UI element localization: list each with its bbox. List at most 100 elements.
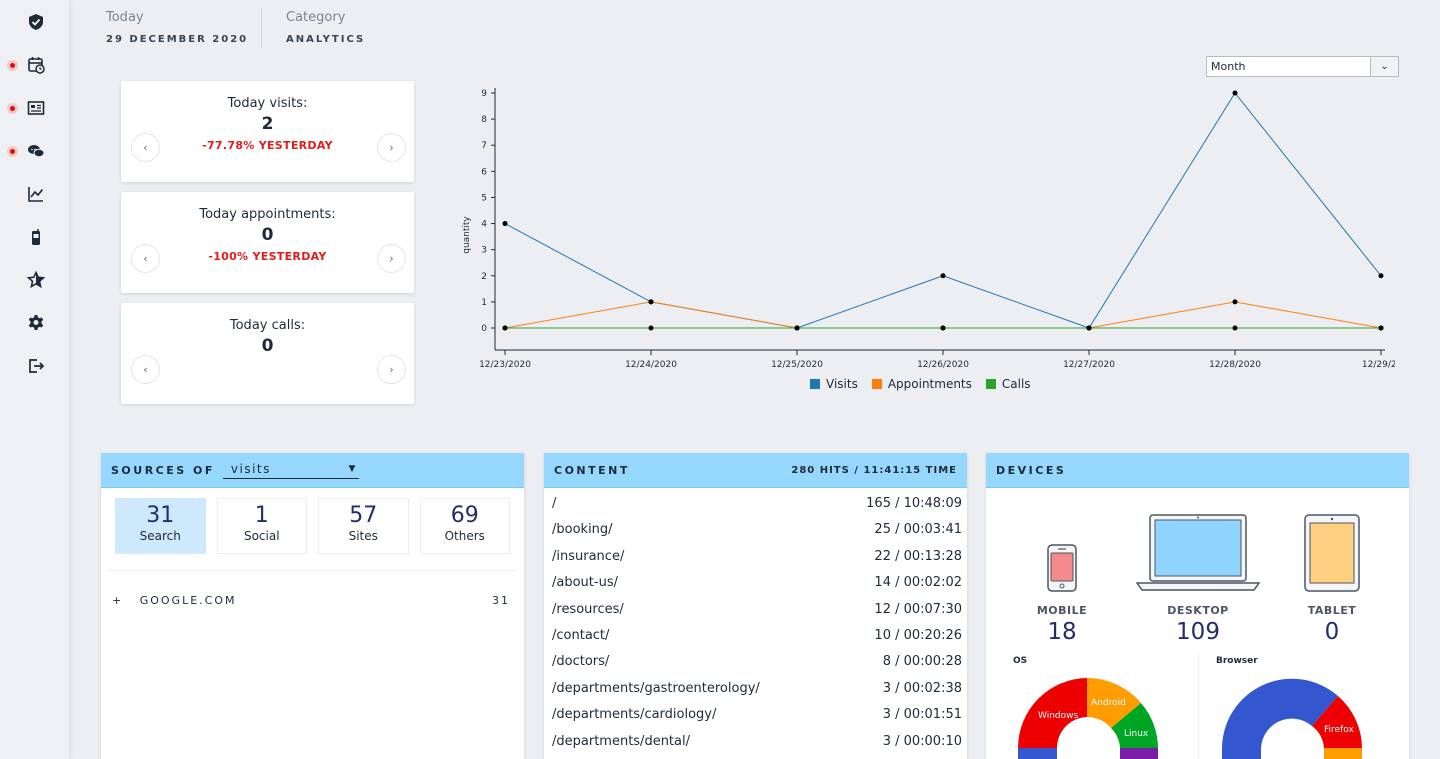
y-tick-label: 8 bbox=[481, 115, 487, 125]
shield-check-icon bbox=[29, 14, 43, 30]
stat-label: Today appointments: bbox=[199, 207, 336, 222]
content-row[interactable]: /departments/cardiology/3 / 00:01:51 bbox=[552, 707, 962, 733]
date-label: Today bbox=[106, 10, 144, 25]
period-select-value: Month bbox=[1211, 60, 1246, 73]
sources-header: SOURCES OF visits ▼ bbox=[101, 453, 524, 488]
source-box-sites[interactable]: 57 Sites bbox=[318, 498, 409, 554]
x-tick-label: 12/24/2020 bbox=[625, 360, 677, 370]
source-box-others[interactable]: 69 Others bbox=[419, 498, 510, 554]
legend-label: Calls bbox=[1001, 377, 1031, 391]
content-row[interactable]: /departments/gastroenterology/3 / 00:02:… bbox=[552, 681, 962, 707]
content-path: /booking/ bbox=[552, 522, 613, 538]
content-path: /departments/cardiology/ bbox=[552, 707, 717, 723]
legend-item-appointments[interactable]: Appointments bbox=[871, 377, 972, 391]
stat-change: -77.78% YESTERDAY bbox=[202, 139, 333, 152]
data-point-visits[interactable] bbox=[1378, 273, 1384, 279]
sources-type-value: visits bbox=[230, 462, 271, 476]
content-row[interactable]: /doctors/8 / 00:00:28 bbox=[552, 654, 962, 680]
sidebar-item-logout[interactable] bbox=[0, 351, 70, 381]
content-row[interactable]: / 165 / 10:48:09 bbox=[552, 496, 962, 522]
category-label: Category bbox=[286, 10, 346, 25]
sources-type-select[interactable]: visits ▼ bbox=[222, 461, 359, 479]
sidebar-item-analytics[interactable] bbox=[0, 179, 70, 209]
browser-slice[interactable] bbox=[1324, 748, 1362, 759]
sidebar-item-reviews[interactable] bbox=[0, 265, 70, 295]
legend-item-calls[interactable]: Calls bbox=[985, 377, 1031, 391]
data-point-visits[interactable] bbox=[1232, 90, 1238, 96]
laptop-icon bbox=[1135, 514, 1261, 591]
os-slice-android[interactable] bbox=[1087, 677, 1141, 728]
data-point-calls[interactable] bbox=[1232, 325, 1238, 331]
os-slice-other[interactable] bbox=[1018, 748, 1057, 759]
devices-panel: DEVICES MOBILE 18 DESKTOP 109 TABLET 0 O… bbox=[986, 453, 1409, 759]
visits-card: Today visits: 2 -77.78% YESTERDAY ‹ › bbox=[121, 81, 414, 182]
data-point-visits[interactable] bbox=[502, 221, 508, 227]
browser-slice-firefox[interactable] bbox=[1312, 696, 1362, 748]
data-point-calls[interactable] bbox=[1086, 325, 1092, 331]
browser-slice[interactable] bbox=[1222, 748, 1261, 759]
data-point-calls[interactable] bbox=[794, 325, 800, 331]
stat-value: 2 bbox=[261, 114, 274, 134]
next-button[interactable]: › bbox=[377, 133, 406, 162]
data-point-appointments[interactable] bbox=[1232, 299, 1238, 305]
data-point-calls[interactable] bbox=[940, 325, 946, 331]
content-row[interactable]: /contact/10 / 00:20:26 bbox=[552, 628, 962, 654]
prev-button[interactable]: ‹ bbox=[131, 244, 160, 273]
os-slice-linux[interactable] bbox=[1111, 703, 1158, 748]
sidebar-item-chat[interactable] bbox=[0, 136, 70, 166]
content-stat: 22 / 00:13:28 bbox=[874, 548, 962, 564]
smartphone-icon bbox=[1047, 544, 1077, 592]
logout-icon bbox=[29, 359, 45, 373]
prev-button[interactable]: ‹ bbox=[131, 355, 160, 384]
data-point-appointments[interactable] bbox=[648, 299, 654, 305]
browser-slice-label: Firefox bbox=[1324, 725, 1354, 735]
sidebar-item-settings[interactable] bbox=[0, 308, 70, 338]
y-tick-label: 2 bbox=[481, 272, 487, 282]
next-button[interactable]: › bbox=[377, 244, 406, 273]
source-box-search[interactable]: 31 Search bbox=[115, 498, 206, 554]
sidebar-item-news[interactable] bbox=[0, 93, 70, 123]
browser-donut-chart: Firefox bbox=[1222, 678, 1362, 759]
os-slice-label: Linux bbox=[1124, 729, 1149, 739]
prev-button[interactable]: ‹ bbox=[131, 133, 160, 162]
source-box-social[interactable]: 1 Social bbox=[216, 498, 307, 554]
device-count: 0 bbox=[1324, 619, 1340, 645]
os-slice-windows[interactable] bbox=[1018, 678, 1087, 748]
data-point-calls[interactable] bbox=[502, 325, 508, 331]
notification-badge bbox=[7, 60, 18, 71]
os-slice-other[interactable] bbox=[1120, 748, 1158, 759]
os-slice-label: Android bbox=[1091, 698, 1126, 708]
os-slice-label: Windows bbox=[1038, 711, 1078, 721]
content-row[interactable]: /resources/12 / 00:07:30 bbox=[552, 602, 962, 628]
next-button[interactable]: › bbox=[377, 355, 406, 384]
data-point-visits[interactable] bbox=[940, 273, 946, 279]
content-row[interactable]: /booking/25 / 00:03:41 bbox=[552, 522, 962, 548]
news-list-icon bbox=[27, 101, 45, 115]
source-row[interactable]: + GOOGLE.COM 31 bbox=[101, 571, 524, 607]
star-icon bbox=[27, 271, 45, 289]
sidebar-item-dashboard[interactable] bbox=[0, 7, 70, 37]
content-stat: 10 / 00:20:26 bbox=[874, 627, 962, 643]
browser-slice[interactable] bbox=[1222, 678, 1338, 748]
device-mobile-stats: MOBILE 18 bbox=[1022, 604, 1102, 645]
data-point-calls[interactable] bbox=[648, 325, 654, 331]
data-point-calls[interactable] bbox=[1378, 325, 1384, 331]
sidebar-item-calls[interactable] bbox=[0, 222, 70, 252]
sidebar-item-appointments[interactable] bbox=[0, 50, 70, 80]
source-boxes: 31 Search 1 Social 57 Sites 69 Others bbox=[101, 488, 524, 554]
content-list: / 165 / 10:48:09/booking/25 / 00:03:41/in… bbox=[544, 488, 967, 759]
source-count: 69 bbox=[450, 503, 479, 528]
x-tick-label: 12/27/2020 bbox=[1063, 360, 1115, 370]
chart-legend: Visits Appointments Calls bbox=[810, 377, 1031, 391]
content-row[interactable]: /about-us/14 / 00:02:02 bbox=[552, 575, 962, 601]
devices-title: DEVICES bbox=[996, 463, 1067, 477]
period-select[interactable]: Month ⌄ bbox=[1206, 56, 1399, 77]
content-row[interactable]: /departments/dental/3 / 00:00:10 bbox=[552, 734, 962, 759]
legend-item-visits[interactable]: Visits bbox=[810, 377, 858, 391]
chevron-down-icon: ▼ bbox=[348, 464, 357, 474]
series-line-appointments bbox=[504, 301, 1382, 329]
source-row-count: 31 bbox=[492, 594, 510, 607]
expand-toggle[interactable]: + bbox=[112, 594, 124, 607]
content-row[interactable]: /insurance/22 / 00:13:28 bbox=[552, 549, 962, 575]
legend-swatch bbox=[810, 379, 820, 389]
